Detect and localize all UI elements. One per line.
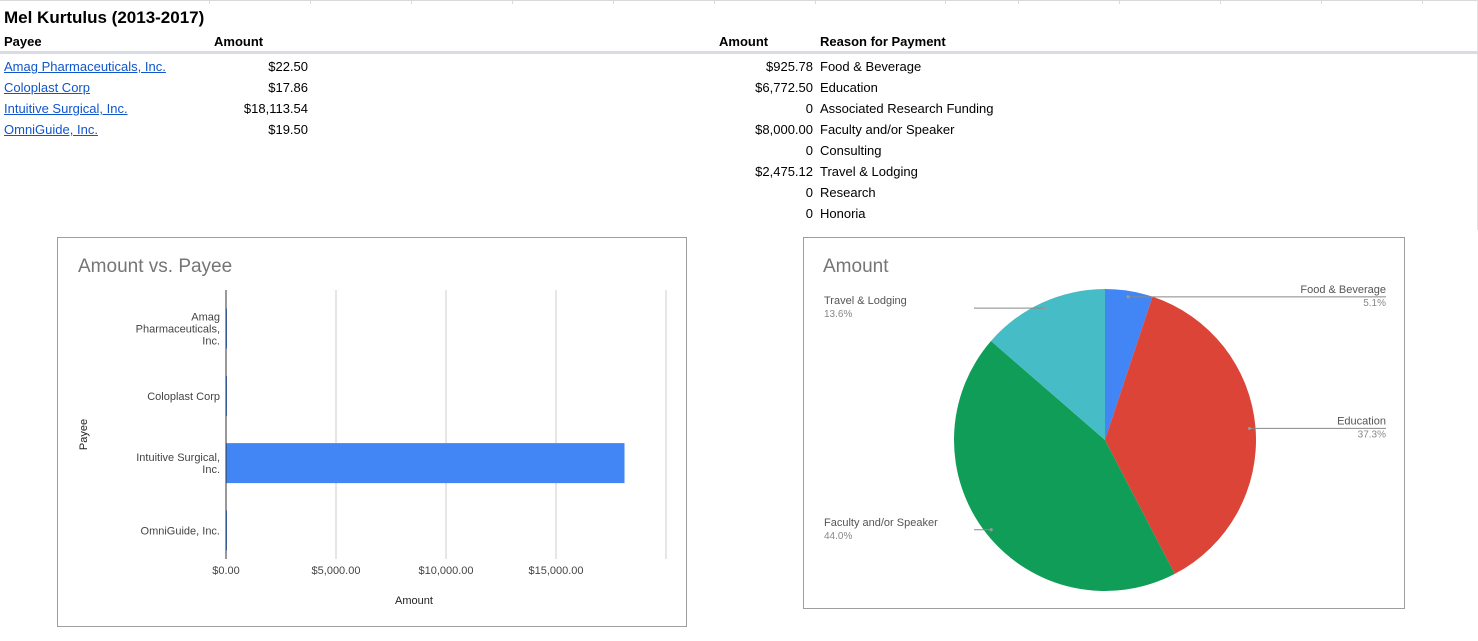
payee-link[interactable]: Intuitive Surgical, Inc.: [4, 101, 128, 116]
column-gridline: [411, 0, 412, 4]
column-gridline: [714, 0, 715, 4]
slice-label: Education: [1337, 415, 1386, 427]
column-gridline: [613, 0, 614, 4]
bar-chart-title: Amount vs. Payee: [78, 256, 233, 277]
header-amount: Amount: [214, 34, 264, 49]
payee-link[interactable]: Amag Pharmaceuticals, Inc.: [4, 59, 166, 74]
reason-label: Honoria: [820, 206, 866, 221]
header-amount-by-reason: Amount: [719, 34, 769, 49]
reason-amount: 0: [805, 101, 813, 116]
bar-chart-plot: $0.00 $5,000.00 $10,000.00 $15,000.00 Amount…: [78, 290, 667, 607]
column-gridline: [1321, 0, 1322, 4]
header-payee: Payee: [4, 34, 42, 49]
reason-label: Education: [820, 80, 878, 95]
leader-dot: [1043, 306, 1047, 310]
leader-dot: [1247, 426, 1252, 431]
x-tick-label: $5,000.00: [312, 565, 361, 577]
y-tick-label: Intuitive Surgical,: [136, 452, 220, 464]
payee-link[interactable]: Coloplast Corp: [4, 80, 90, 95]
sheet-top-border: [0, 0, 1478, 1]
y-tick-label: Coloplast Corp: [147, 391, 220, 403]
reason-amount: $2,475.12: [755, 164, 813, 179]
column-gridline: [512, 0, 513, 4]
x-tick-label: $10,000.00: [418, 565, 473, 577]
column-gridline: [1220, 0, 1221, 4]
leader-dot: [989, 528, 993, 532]
x-axis-label: Amount: [395, 595, 433, 607]
pie-slice: [1105, 289, 1153, 440]
reason-label: Travel & Lodging: [820, 164, 918, 179]
header-reason: Reason for Payment: [820, 34, 946, 49]
pie-slice: [990, 289, 1105, 440]
payee-link[interactable]: OmniGuide, Inc.: [4, 122, 98, 137]
reason-label: Consulting: [820, 143, 882, 158]
column-gridline: [310, 0, 311, 4]
reason-amount: $8,000.00: [755, 122, 813, 137]
x-tick-label: $15,000.00: [528, 565, 583, 577]
pie-slice: [1105, 296, 1256, 574]
y-tick-label: Inc.: [202, 336, 220, 348]
y-tick-label: OmniGuide, Inc.: [141, 525, 220, 537]
slice-percent: 37.3%: [1358, 429, 1386, 440]
slice-label: Travel & Lodging: [824, 295, 907, 307]
reason-label: Faculty and/or Speaker: [820, 122, 955, 137]
slice-percent: 13.6%: [824, 309, 852, 320]
y-axis-label: Payee: [78, 419, 90, 450]
page-title: Mel Kurtulus (2013-2017): [4, 8, 205, 27]
reason-amount: 0: [805, 143, 813, 158]
column-gridline: [1018, 0, 1019, 4]
reason-label: Associated Research Funding: [820, 101, 994, 116]
pie-slice: [953, 340, 1175, 592]
slice-label: Faculty and/or Speaker: [824, 517, 938, 529]
bar-chart[interactable]: Amount vs. Payee $0.00 $5,000.00 $10,000.0…: [57, 237, 687, 627]
y-tick-label: Inc.: [202, 464, 220, 476]
payee-amount: $18,113.54: [243, 101, 308, 116]
pie-chart[interactable]: Amount Food & Beverage 5.1% Education 37.3%…: [803, 237, 1405, 609]
slice-percent: 5.1%: [1363, 298, 1386, 309]
column-gridline: [815, 0, 816, 4]
pie-chart-title: Amount: [823, 256, 889, 277]
reason-amount: $925.78: [766, 59, 813, 74]
reason-label: Research: [820, 185, 876, 200]
header-divider: [0, 51, 1478, 54]
payee-amount: $19.50: [268, 122, 308, 137]
reason-amount: $6,772.50: [755, 80, 813, 95]
y-tick-label: Pharmaceuticals,: [136, 324, 220, 336]
reason-amount: 0: [805, 206, 813, 221]
reason-amount: 0: [805, 185, 813, 200]
column-gridline: [945, 0, 946, 4]
column-gridline: [1119, 0, 1120, 4]
reason-label: Food & Beverage: [820, 59, 922, 74]
slice-percent: 44.0%: [824, 531, 852, 542]
bar: [226, 443, 625, 484]
column-gridline: [1422, 0, 1423, 4]
y-tick-label: Amag: [191, 312, 220, 324]
x-tick-label: $0.00: [212, 565, 240, 577]
pie-chart-plot: Food & Beverage 5.1% Education 37.3% Faculty…: [824, 284, 1386, 592]
payee-amount: $17.86: [268, 80, 308, 95]
leader-dot: [1126, 295, 1130, 299]
payee-amount: $22.50: [268, 59, 308, 74]
column-gridline: [209, 0, 210, 4]
slice-label: Food & Beverage: [1300, 284, 1386, 296]
